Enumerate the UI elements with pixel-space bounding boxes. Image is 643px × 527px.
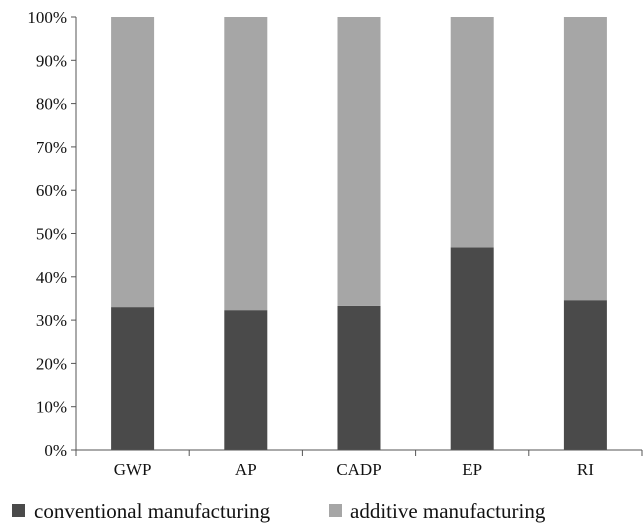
y-tick-label: 100% <box>27 8 67 27</box>
y-tick-label: 50% <box>36 225 67 244</box>
y-tick-label: 80% <box>36 95 67 114</box>
bar-ep-series-1 <box>450 17 494 248</box>
legend: conventional manufacturing additive manuf… <box>12 499 546 523</box>
bar-gwp-series-1 <box>111 17 155 308</box>
axes-group <box>71 16 643 456</box>
x-tick-label-ap: AP <box>235 460 257 479</box>
bar-cadp-series-0 <box>337 305 381 450</box>
y-tick-labels: 0% 10% 20% 30% 40% 50% 60% 70% 80% 90% 100% <box>27 8 67 460</box>
bar-ri-series-1 <box>563 17 607 301</box>
bar-ep-series-0 <box>450 247 494 450</box>
y-tick-label: 60% <box>36 181 67 200</box>
y-tick-label: 40% <box>36 268 67 287</box>
y-tick-label: 10% <box>36 398 67 417</box>
legend-label-1: additive manufacturing <box>350 499 546 523</box>
legend-swatch-0 <box>12 504 25 517</box>
y-tick-label: 20% <box>36 354 67 373</box>
x-tick-labels: GWP AP CADP EP RI <box>114 460 595 479</box>
bar-ri-series-0 <box>563 300 607 450</box>
x-tick-label-gwp: GWP <box>114 460 152 479</box>
legend-swatch-1 <box>329 504 342 517</box>
x-tick-label-ri: RI <box>577 460 594 479</box>
bar-ap-series-0 <box>224 310 268 450</box>
x-tick-label-cadp: CADP <box>336 460 381 479</box>
bars-group <box>111 17 607 450</box>
y-tick-label: 90% <box>36 51 67 70</box>
y-tick-label: 30% <box>36 311 67 330</box>
y-tick-label: 0% <box>44 441 67 460</box>
bar-gwp-series-0 <box>111 307 155 450</box>
x-tick-label-ep: EP <box>462 460 482 479</box>
legend-label-0: conventional manufacturing <box>34 499 271 523</box>
bar-ap-series-1 <box>224 17 268 311</box>
bar-cadp-series-1 <box>337 17 381 306</box>
y-tick-label: 70% <box>36 138 67 157</box>
